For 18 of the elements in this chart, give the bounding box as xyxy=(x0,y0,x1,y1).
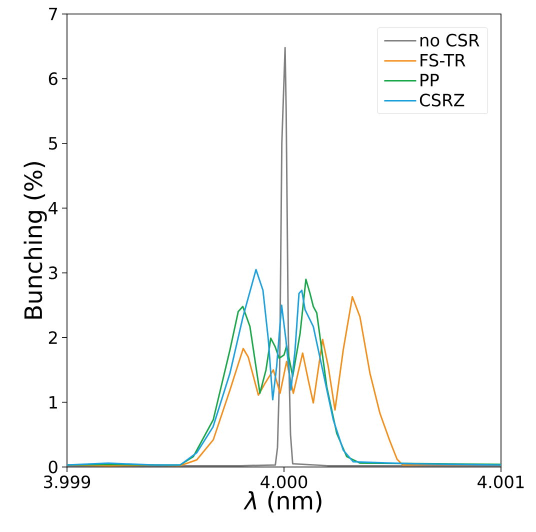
legend-label: no CSR xyxy=(420,34,480,47)
line-series xyxy=(67,46,502,466)
y-tick-label: 1 xyxy=(50,396,57,408)
legend-label: PP xyxy=(420,74,439,86)
x-tick-label: 4.001 xyxy=(478,475,524,488)
y-tick-label: 0 xyxy=(48,460,58,474)
y-tick-label: 4 xyxy=(48,202,58,214)
y-tick-label: 6 xyxy=(48,72,58,86)
x-tick-label: 4.000 xyxy=(260,475,308,488)
x-tick-label: 3.999 xyxy=(44,475,90,488)
y-tick-label: 5 xyxy=(49,137,58,150)
y-tick-label: 2 xyxy=(48,331,57,344)
legend-label: FS-TR xyxy=(420,54,466,67)
y-tick-label: 7 xyxy=(49,8,58,20)
y-tick-label: 3 xyxy=(49,266,58,280)
y-axis-title: Bunching (%) xyxy=(24,162,47,319)
legend-label: CSRZ xyxy=(420,94,464,106)
x-axis-title: λ (nm) xyxy=(244,491,322,512)
